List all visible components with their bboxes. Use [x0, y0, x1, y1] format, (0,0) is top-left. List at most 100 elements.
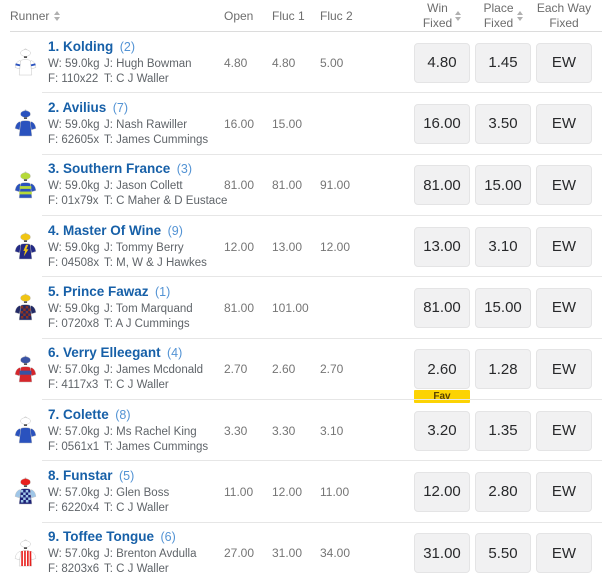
each-way-button[interactable]: EW	[536, 226, 592, 267]
runner-info: 5. Prince Fawaz (1) W: 59.0kg J: Tom Mar…	[48, 284, 224, 332]
win-fixed-odds-button[interactable]: 81.00	[414, 287, 470, 328]
runner-name-link[interactable]: 7. Colette	[48, 406, 109, 422]
place-fixed-odds-button[interactable]: 15.00	[475, 165, 531, 206]
win-fixed-odds-button[interactable]: 4.80	[414, 42, 470, 83]
fluc1-odds: 15.00	[272, 116, 303, 131]
place-fixed-odds-button[interactable]: 3.10	[475, 226, 531, 267]
runner-row: 6. Verry Elleegant (4) W: 57.0kg J: Jame…	[0, 339, 602, 404]
runner-form: F: 110x22	[48, 72, 99, 85]
runner-info: 8. Funstar (5) W: 57.0kg J: Glen Boss F:…	[48, 468, 224, 516]
win-fixed-odds-button[interactable]: 31.00	[414, 533, 470, 574]
runner-row: 5. Prince Fawaz (1) W: 59.0kg J: Tom Mar…	[0, 277, 602, 339]
runner-info: 9. Toffee Tongue (6) W: 57.0kg J: Brento…	[48, 529, 224, 577]
place-fixed-odds-button[interactable]: 5.50	[475, 533, 531, 574]
win-fixed-odds-button[interactable]: 13.00	[414, 226, 470, 267]
place-fixed-odds-button[interactable]: 2.80	[475, 471, 531, 512]
runner-form: F: 0561x1	[48, 440, 100, 453]
runner-name-link[interactable]: 2. Avilius	[48, 99, 107, 115]
runner-weight: W: 59.0kg	[48, 180, 100, 193]
win-fixed-odds-button[interactable]: 81.00	[414, 165, 470, 206]
win-fixed-odds-button[interactable]: 3.20	[414, 410, 470, 451]
column-header-fluc1: Fluc 1	[272, 9, 305, 23]
place-fixed-odds-button[interactable]: 15.00	[475, 287, 531, 328]
runner-name-link[interactable]: 1. Kolding	[48, 38, 114, 54]
runner-weight: W: 57.0kg	[48, 548, 100, 561]
runner-trainer: T: C J Waller	[104, 72, 169, 85]
runner-name-link[interactable]: 9. Toffee Tongue	[48, 529, 154, 545]
place-fixed-odds-button[interactable]: 1.35	[475, 410, 531, 451]
fluc1-odds: 12.00	[272, 484, 303, 499]
open-odds: 4.80	[224, 55, 248, 70]
column-header-each-way-fixed: Each Way Fixed	[536, 1, 592, 30]
runner-info: 7. Colette (8) W: 57.0kg J: Ms Rachel Ki…	[48, 407, 224, 455]
barrier-number: (5)	[118, 468, 135, 483]
runner-trainer: T: C J Waller	[104, 501, 169, 514]
runner-name-link[interactable]: 5. Prince Fawaz	[48, 283, 149, 299]
open-odds: 2.70	[224, 362, 248, 377]
each-way-button[interactable]: EW	[536, 42, 592, 83]
fluc1-odds: 3.30	[272, 423, 296, 438]
jockey-silks-icon	[10, 232, 48, 261]
runner-weight: W: 59.0kg	[48, 57, 100, 70]
win-fixed-odds-button[interactable]: 2.60	[414, 349, 470, 390]
runner-header-label: Runner	[10, 9, 50, 23]
runner-form: F: 01x79x	[48, 195, 99, 208]
runner-trainer: T: M, W & J Hawkes	[104, 256, 207, 269]
fav-badge: Fav	[414, 390, 470, 404]
runner-info: 2. Avilius (7) W: 59.0kg J: Nash Rawille…	[48, 100, 224, 148]
column-header-place-fixed[interactable]: Place Fixed	[475, 1, 531, 31]
jockey-silks-icon	[10, 355, 48, 384]
sort-icon	[455, 11, 462, 21]
jockey-silks-icon	[10, 48, 48, 77]
runner-trainer: T: A J Cummings	[104, 317, 190, 330]
open-odds: 11.00	[224, 484, 254, 499]
open-odds: 16.00	[224, 116, 255, 131]
fluc1-odds: 4.80	[272, 55, 296, 70]
each-way-button[interactable]: EW	[536, 349, 592, 390]
barrier-number: (3)	[176, 162, 193, 177]
open-odds: 3.30	[224, 423, 248, 438]
barrier-number: (6)	[160, 530, 176, 545]
column-header-win-fixed[interactable]: Win Fixed	[414, 1, 470, 31]
barrier-number: (8)	[115, 407, 131, 422]
each-way-button[interactable]: EW	[536, 410, 592, 451]
runner-jockey: J: Jason Collett	[104, 180, 183, 193]
runner-jockey: J: Ms Rachel King	[104, 425, 197, 438]
runner-jockey: J: Hugh Bowman	[104, 57, 192, 70]
runner-weight: W: 57.0kg	[48, 486, 100, 499]
runner-name-link[interactable]: 3. Southern France	[48, 161, 171, 177]
open-odds: 27.00	[224, 546, 255, 561]
win-fixed-odds-button[interactable]: 16.00	[414, 103, 470, 144]
sort-icon	[516, 11, 523, 21]
runner-jockey: J: Tommy Berry	[104, 241, 184, 254]
win-fixed-odds-button[interactable]: 12.00	[414, 471, 470, 512]
each-way-button[interactable]: EW	[536, 103, 592, 144]
runner-name-link[interactable]: 8. Funstar	[48, 467, 113, 483]
each-way-button[interactable]: EW	[536, 165, 592, 206]
runner-row: 4. Master Of Wine (9) W: 59.0kg J: Tommy…	[0, 216, 602, 278]
each-way-button[interactable]: EW	[536, 533, 592, 574]
fluc1-odds: 101.00	[272, 300, 309, 315]
runner-form: F: 6220x4	[48, 501, 100, 514]
each-way-button[interactable]: EW	[536, 471, 592, 512]
runner-row: 8. Funstar (5) W: 57.0kg J: Glen Boss F:…	[0, 461, 602, 523]
fluc1-odds: 31.00	[272, 546, 303, 561]
column-header-runner[interactable]: Runner	[10, 9, 224, 23]
runner-row: 9. Toffee Tongue (6) W: 57.0kg J: Brento…	[0, 523, 602, 584]
jockey-silks-icon	[10, 171, 48, 200]
each-way-button[interactable]: EW	[536, 287, 592, 328]
runner-jockey: J: James Mcdonald	[104, 364, 204, 377]
runner-weight: W: 59.0kg	[48, 118, 100, 131]
jockey-silks-icon	[10, 477, 48, 506]
runner-row: 7. Colette (8) W: 57.0kg J: Ms Rachel Ki…	[0, 400, 602, 462]
barrier-number: (1)	[155, 284, 171, 299]
barrier-number: (9)	[167, 223, 183, 238]
place-fixed-odds-button[interactable]: 1.28	[475, 349, 531, 390]
runner-name-link[interactable]: 4. Master Of Wine	[48, 222, 162, 238]
place-fixed-odds-button[interactable]: 1.45	[475, 42, 531, 83]
fluc1-odds: 13.00	[272, 239, 303, 254]
runner-name-link[interactable]: 6. Verry Elleegant	[48, 345, 161, 361]
place-fixed-odds-button[interactable]: 3.50	[475, 103, 531, 144]
runner-info: 1. Kolding (2) W: 59.0kg J: Hugh Bowman …	[48, 39, 224, 87]
runner-row: 3. Southern France (3) W: 59.0kg J: Jaso…	[0, 155, 602, 217]
